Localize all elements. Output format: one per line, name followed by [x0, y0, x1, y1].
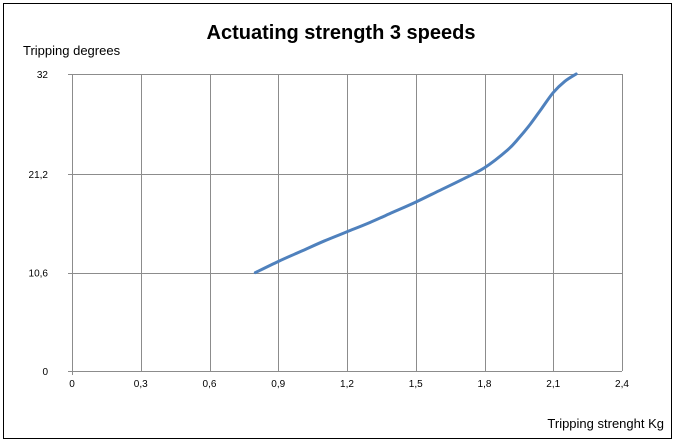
chart-svg: Actuating strength 3 speeds Tripping deg… [23, 22, 664, 431]
x-tick-label: 1,5 [409, 379, 423, 390]
x-tick-label: 2,1 [546, 379, 560, 390]
x-tick-label: 0,9 [271, 379, 285, 390]
tick-layer: 0 0,3 0,6 0,9 1,2 1,5 1,8 2,1 2,4 0 10,6 21,2 32 [29, 70, 630, 390]
x-tick-label: 1,2 [340, 379, 354, 390]
y-tick-label: 10,6 [29, 269, 49, 280]
x-tick-label: 0 [69, 379, 75, 390]
y-tick-label: 21,2 [29, 170, 49, 181]
y-axis-title: Tripping degrees [23, 43, 121, 58]
y-tick-label: 32 [37, 70, 49, 81]
chart-area: Actuating strength 3 speeds Tripping deg… [3, 3, 672, 439]
x-tick-label: 2,4 [615, 379, 629, 390]
x-tick-label: 0,6 [203, 379, 217, 390]
x-tick-label: 1,8 [478, 379, 492, 390]
x-tick-label: 0,3 [134, 379, 148, 390]
y-tick-label: 0 [42, 367, 48, 378]
series-layer [253, 72, 578, 275]
x-axis-title: Tripping strenght Kg [547, 416, 664, 431]
grid-layer [68, 74, 623, 375]
series-line [253, 72, 578, 275]
chart-title: Actuating strength 3 speeds [207, 22, 476, 44]
